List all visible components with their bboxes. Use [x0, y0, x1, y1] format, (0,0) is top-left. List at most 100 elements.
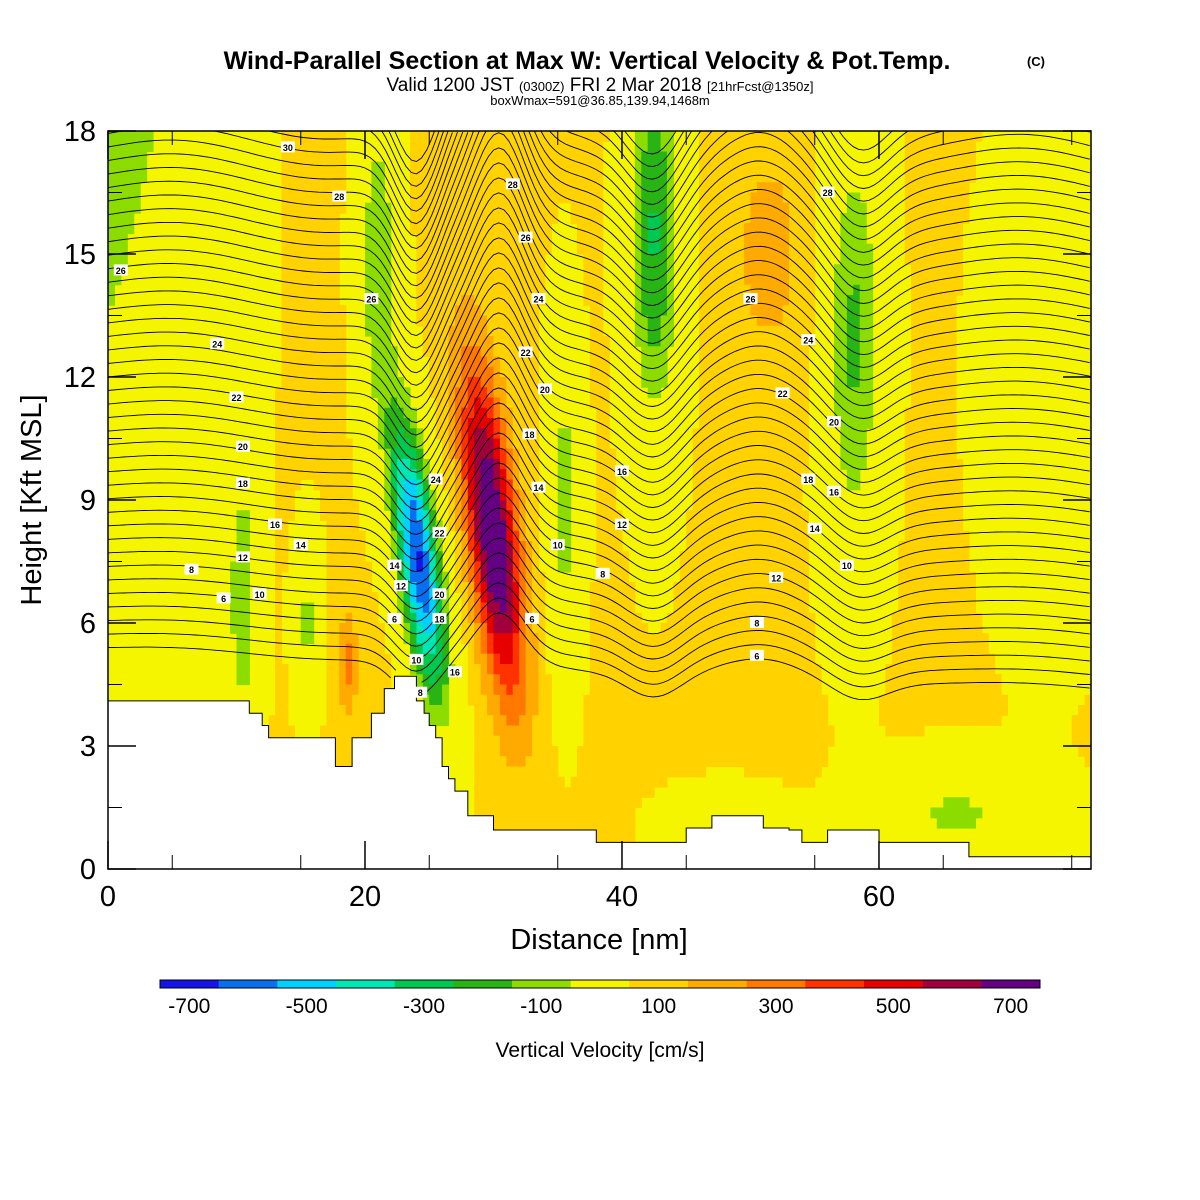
vv-cell: [647, 182, 655, 194]
vv-cell: [422, 479, 430, 491]
vv-cell: [699, 448, 707, 460]
vv-cell: [750, 274, 758, 286]
vv-cell: [776, 623, 784, 634]
vv-cell: [281, 192, 289, 204]
vv-cell: [499, 356, 507, 368]
vv-cell: [763, 448, 771, 460]
vv-cell: [756, 418, 764, 429]
vv-cell: [242, 561, 250, 573]
vv-cell: [384, 295, 392, 306]
vv-cell: [570, 213, 578, 224]
vv-cell: [589, 213, 597, 224]
vv-cell: [499, 817, 507, 829]
vv-cell: [679, 715, 687, 727]
vv-cell: [487, 459, 495, 470]
vv-cell: [403, 407, 411, 419]
vv-cell: [801, 407, 809, 419]
vv-cell: [583, 284, 591, 296]
vv-cell: [461, 530, 469, 542]
vv-cell: [403, 520, 411, 532]
vv-cell: [705, 674, 713, 686]
vv-cell: [782, 582, 790, 593]
vv-cell: [634, 797, 642, 809]
vv-cell: [345, 551, 353, 563]
vv-cell: [281, 377, 289, 388]
vv-cell: [923, 284, 931, 296]
vv-cell: [422, 602, 430, 614]
vv-cell: [390, 469, 398, 481]
vv-cell: [589, 366, 597, 378]
vv-cell: [936, 336, 944, 347]
vv-cell: [583, 756, 591, 768]
vv-cell: [377, 694, 385, 706]
vv-cell: [737, 684, 745, 696]
vv-cell: [750, 192, 758, 204]
vv-cell: [532, 223, 540, 235]
vv-cell: [705, 182, 713, 194]
vv-cell: [737, 530, 745, 542]
vv-cell: [307, 192, 315, 204]
vv-cell: [943, 295, 951, 306]
vv-cell: [615, 592, 623, 604]
vv-cell: [795, 141, 803, 153]
vv-cell: [647, 192, 655, 204]
vv-cell: [371, 356, 379, 368]
vv-cell: [750, 151, 758, 163]
vv-cell: [949, 489, 957, 501]
vv-cell: [320, 305, 328, 317]
vv-cell: [294, 479, 302, 491]
vv-cell: [962, 182, 970, 194]
vv-cell: [699, 735, 707, 747]
vv-cell: [422, 284, 430, 296]
vv-cell: [711, 182, 719, 194]
vv-cell: [281, 520, 289, 532]
vv-cell: [628, 797, 636, 809]
vv-cell: [763, 479, 771, 491]
vv-cell: [435, 715, 443, 727]
vv-cell: [647, 233, 655, 245]
vv-cell: [416, 202, 424, 214]
vv-cell: [808, 735, 816, 747]
vv-cell: [647, 694, 655, 706]
vv-cell: [454, 274, 462, 286]
vv-cell: [281, 233, 289, 245]
vv-cell: [339, 500, 347, 511]
vv-cell: [731, 746, 739, 757]
vv-cell: [416, 571, 424, 583]
vv-cell: [699, 377, 707, 388]
vv-cell: [859, 325, 867, 337]
vv-cell: [634, 233, 642, 245]
vv-cell: [731, 172, 739, 183]
vv-cell: [660, 305, 668, 317]
vv-cell: [949, 223, 957, 235]
vv-cell: [442, 448, 450, 460]
vv-cell: [120, 243, 128, 255]
vv-cell: [589, 643, 597, 655]
vv-cell: [923, 315, 931, 327]
vv-cell: [493, 530, 501, 542]
vv-cell: [936, 684, 944, 696]
vv-cell: [345, 479, 353, 491]
vv-cell: [898, 715, 906, 727]
vv-cell: [499, 510, 507, 522]
vv-cell: [936, 192, 944, 204]
vv-cell: [750, 448, 758, 460]
vv-cell: [654, 356, 662, 368]
vv-cell: [705, 202, 713, 214]
vv-cell: [532, 510, 540, 522]
vv-cell: [487, 438, 495, 450]
vv-cell: [911, 192, 919, 204]
vv-cell: [673, 715, 681, 727]
vv-cell: [422, 264, 430, 276]
vv-cell: [718, 746, 726, 757]
vv-cell: [718, 510, 726, 522]
vv-cell: [519, 776, 527, 788]
vv-cell: [409, 500, 417, 511]
vv-cell: [930, 295, 938, 306]
vv-cell: [647, 715, 655, 727]
vv-cell: [532, 346, 540, 358]
vv-cell: [416, 510, 424, 522]
vv-cell: [300, 151, 308, 163]
vv-cell: [275, 448, 283, 460]
vv-cell: [737, 356, 745, 368]
